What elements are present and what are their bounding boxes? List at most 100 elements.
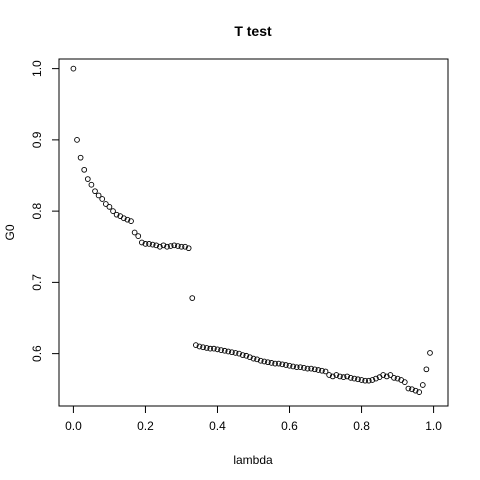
- data-point: [254, 356, 260, 363]
- data-point: [419, 382, 426, 388]
- data-point: [99, 196, 106, 202]
- data-point: [405, 385, 412, 392]
- data-point: [304, 365, 311, 372]
- data-point: [311, 366, 318, 373]
- data-point: [160, 242, 167, 249]
- data-point: [261, 358, 268, 365]
- data-point: [207, 345, 214, 352]
- data-point: [365, 377, 372, 384]
- data-point: [247, 354, 253, 361]
- data-points: [70, 65, 433, 395]
- data-point: [409, 386, 415, 393]
- data-point: [236, 350, 242, 357]
- data-point: [351, 375, 358, 382]
- data-point: [203, 345, 210, 351]
- y-tick-label: 0.6: [30, 345, 44, 362]
- data-point: [427, 350, 433, 356]
- chart-title: T test: [234, 23, 272, 39]
- data-point: [272, 360, 278, 367]
- data-point: [250, 355, 257, 362]
- x-tick-label: 0.6: [281, 419, 298, 433]
- plot-frame: [58, 58, 449, 407]
- data-point: [308, 365, 314, 372]
- x-axis: 0.0 0.2 0.4 0.6 0.8 1.0: [65, 405, 442, 433]
- y-tick-label: 0.9: [30, 131, 44, 148]
- data-point: [175, 243, 181, 249]
- data-point: [387, 372, 394, 378]
- y-tick-label: 1.0: [30, 60, 44, 77]
- data-point: [337, 373, 343, 380]
- data-point: [412, 387, 419, 394]
- data-point: [315, 367, 322, 373]
- data-point: [373, 375, 379, 382]
- data-point: [329, 373, 336, 380]
- data-point: [239, 352, 246, 358]
- x-tick-label: 0.8: [353, 419, 370, 433]
- data-point: [88, 181, 95, 188]
- data-point: [275, 360, 282, 367]
- x-tick-label: 0.2: [137, 419, 154, 433]
- data-point: [120, 215, 127, 222]
- data-point: [229, 349, 235, 356]
- data-point: [149, 241, 156, 248]
- data-point: [196, 343, 203, 350]
- data-point: [92, 188, 98, 195]
- data-point: [268, 360, 275, 366]
- data-point: [293, 364, 300, 371]
- data-point: [319, 367, 325, 374]
- data-point: [171, 242, 178, 249]
- y-axis-label: G0: [3, 224, 17, 240]
- data-point: [344, 373, 350, 380]
- data-point: [110, 208, 116, 214]
- data-point: [347, 375, 354, 381]
- data-point: [369, 377, 376, 383]
- data-point: [113, 211, 120, 218]
- data-point: [383, 373, 390, 380]
- data-point: [164, 243, 170, 250]
- data-point: [124, 216, 131, 223]
- data-point: [380, 372, 387, 378]
- data-point: [423, 366, 430, 373]
- data-point: [211, 345, 217, 352]
- data-point: [193, 342, 199, 348]
- data-point: [157, 243, 163, 250]
- data-point: [142, 241, 149, 247]
- data-point: [326, 372, 332, 378]
- y-tick-label: 0.7: [30, 274, 44, 291]
- data-point: [146, 241, 152, 247]
- data-point: [225, 348, 232, 355]
- data-point: [106, 203, 113, 210]
- x-tick-label: 0.4: [209, 419, 226, 433]
- data-point: [128, 218, 134, 224]
- data-point: [301, 365, 307, 371]
- x-tick-label: 0.0: [65, 419, 82, 433]
- y-tick-label: 0.8: [30, 202, 44, 219]
- data-point: [84, 176, 91, 182]
- data-point: [297, 364, 304, 371]
- data-point: [221, 347, 228, 354]
- data-point: [290, 363, 296, 370]
- data-point: [200, 344, 206, 351]
- data-point: [74, 137, 80, 143]
- data-point: [283, 362, 289, 368]
- data-point: [185, 245, 192, 252]
- data-point: [77, 154, 84, 161]
- data-point: [391, 375, 397, 381]
- x-tick-label: 1.0: [425, 419, 442, 433]
- data-point: [138, 239, 145, 246]
- data-point: [131, 229, 138, 236]
- data-point: [358, 377, 365, 383]
- data-point: [135, 233, 142, 239]
- x-axis-label: lambda: [233, 453, 273, 467]
- data-point: [340, 374, 347, 380]
- data-point: [279, 361, 286, 368]
- data-point: [322, 368, 329, 375]
- data-point: [333, 372, 340, 378]
- data-point: [286, 362, 293, 369]
- data-point: [355, 376, 361, 383]
- data-point: [70, 65, 77, 72]
- data-point: [81, 166, 88, 173]
- data-point: [178, 243, 185, 250]
- data-point: [102, 201, 109, 207]
